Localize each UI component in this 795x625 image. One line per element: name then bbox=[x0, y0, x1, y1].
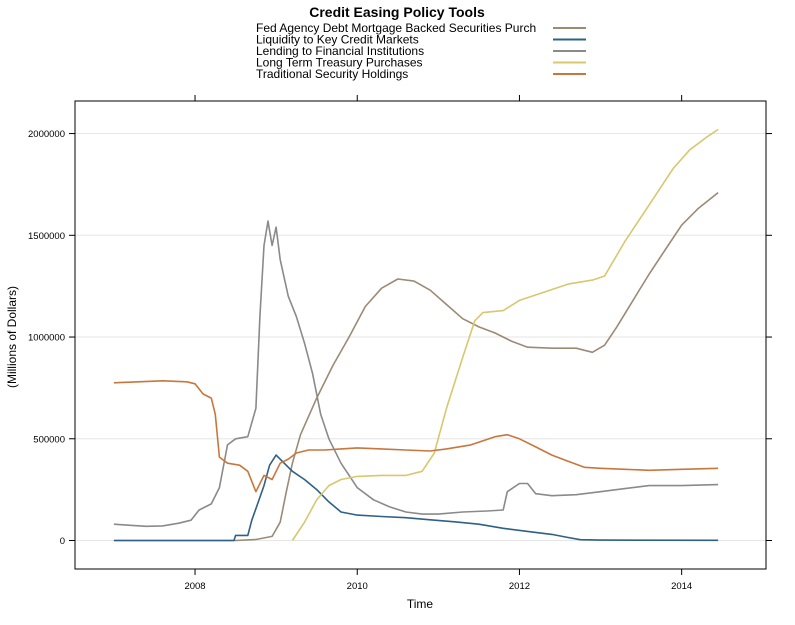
series-line bbox=[113, 380, 719, 493]
legend-label: Long Term Treasury Purchases bbox=[256, 56, 423, 70]
x-axis-label: Time bbox=[407, 597, 434, 611]
chart-title: Credit Easing Policy Tools bbox=[309, 4, 485, 20]
y-tick-label: 1000000 bbox=[28, 333, 65, 344]
series-line bbox=[113, 191, 719, 542]
x-tick-label: 2014 bbox=[671, 581, 692, 592]
series-lines bbox=[113, 128, 719, 542]
series-line bbox=[113, 454, 719, 542]
legend-label: Lending to Financial Institutions bbox=[256, 44, 424, 58]
y-tick-label: 500000 bbox=[33, 434, 65, 445]
legend: Fed Agency Debt Mortgage Backed Securiti… bbox=[256, 21, 586, 81]
axis-ticks: 0 500000 1000000 1500000 2000000 2008 2010 2012… bbox=[28, 95, 772, 592]
x-tick-label: 2008 bbox=[184, 581, 205, 592]
y-tick-label: 0 bbox=[60, 536, 65, 547]
series-line bbox=[291, 128, 719, 541]
y-tick-label: 2000000 bbox=[28, 129, 65, 140]
legend-label: Liquidity to Key Credit Markets bbox=[256, 33, 419, 47]
grid bbox=[75, 133, 766, 542]
x-tick-label: 2012 bbox=[509, 581, 530, 592]
y-axis-label: (Millions of Dollars) bbox=[5, 286, 19, 388]
legend-label: Traditional Security Holdings bbox=[256, 67, 408, 81]
plot-frame bbox=[74, 100, 767, 570]
y-tick-label: 1500000 bbox=[28, 231, 65, 242]
x-tick-label: 2010 bbox=[347, 581, 368, 592]
series-line bbox=[113, 220, 719, 528]
legend-label: Fed Agency Debt Mortgage Backed Securiti… bbox=[256, 21, 536, 35]
